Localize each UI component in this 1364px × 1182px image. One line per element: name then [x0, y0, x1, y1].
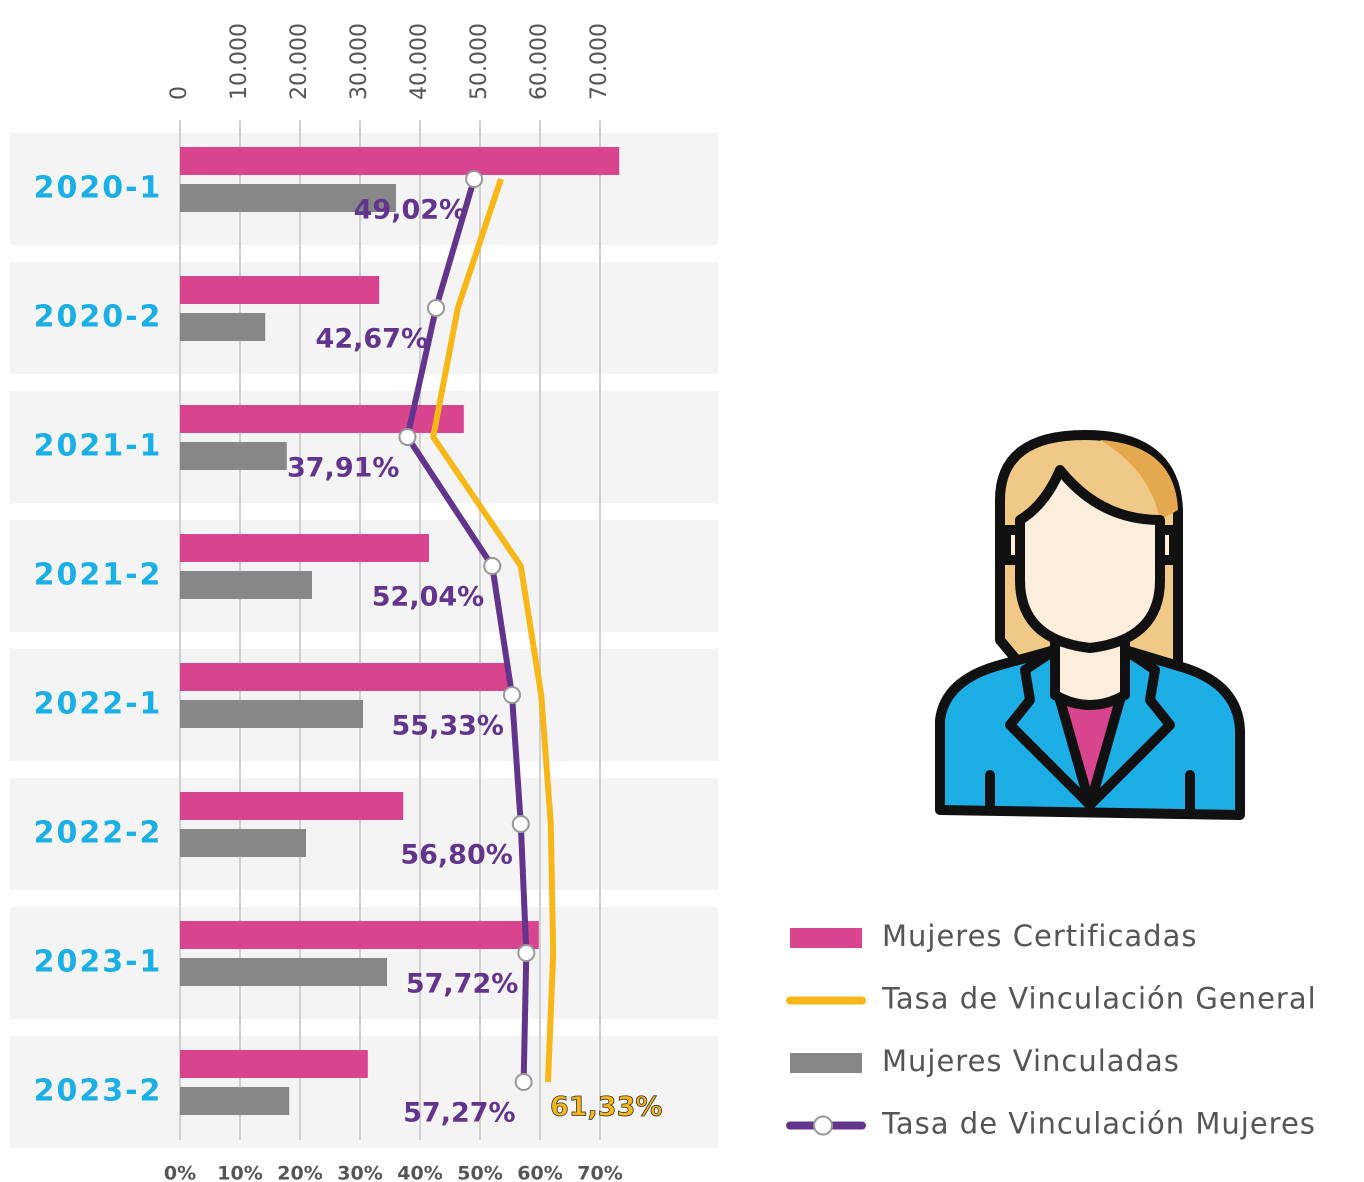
legend-label: Mujeres Vinculadas: [882, 1044, 1180, 1078]
point: [427, 299, 446, 317]
value-label: 61,33%: [550, 1092, 662, 1123]
category-label: 2020-1: [34, 171, 163, 206]
bar: [180, 534, 429, 562]
bar: [180, 571, 312, 599]
x2-tick-label: 30%: [337, 1163, 382, 1182]
point: [465, 170, 484, 188]
category-label: 2023-2: [34, 1074, 163, 1109]
category-label: 2020-2: [34, 300, 163, 335]
category-label: 2023-1: [34, 945, 163, 980]
hair-shade: [1100, 440, 1178, 520]
x-tick-label: 10.000: [227, 23, 252, 100]
category-label: 2022-1: [34, 687, 163, 722]
value-label: 56,80%: [400, 840, 512, 871]
legend-swatch: [790, 928, 862, 948]
ear: [1155, 525, 1179, 565]
point: [517, 944, 536, 962]
bar: [180, 147, 620, 175]
point: [511, 815, 530, 833]
legend: Mujeres Certificadas Tasa de Vinculación …: [786, 919, 1317, 1141]
bar: [180, 442, 287, 470]
x-tick-label: 20.000: [287, 23, 312, 100]
collar: [1005, 645, 1175, 810]
x-tick-label: 60.000: [527, 23, 552, 100]
value-label: 49,02%: [354, 195, 466, 226]
woman-icon: [935, 430, 1245, 820]
legend-marker: [813, 1115, 833, 1136]
category-label: 2021-1: [34, 429, 163, 464]
bar: [180, 921, 539, 949]
arms: [985, 770, 1195, 815]
x-tick-label: 40.000: [407, 23, 432, 100]
bar: [180, 1087, 290, 1115]
bar: [180, 184, 396, 212]
point: [502, 686, 521, 704]
legend-label: Mujeres Certificadas: [882, 919, 1197, 953]
value-label: 42,67%: [316, 324, 428, 355]
x2-tick-label: 10%: [217, 1163, 262, 1182]
category-label: 2021-2: [34, 558, 163, 593]
bar: [180, 405, 464, 433]
bar: [180, 1050, 368, 1078]
bar: [180, 700, 363, 728]
x-tick-label: 50.000: [467, 23, 492, 100]
x2-tick-label: 0%: [164, 1163, 196, 1182]
point: [514, 1073, 533, 1091]
bar: [180, 792, 404, 820]
ear: [1001, 525, 1025, 565]
point: [398, 428, 417, 446]
marks: 61,33% 49,02% 42,67% 37,91% 52,04% 55,33% 56,8…: [180, 147, 663, 1129]
line: [430, 178, 557, 1083]
legend-label: Tasa de Vinculación Mujeres: [881, 1107, 1316, 1141]
bar: [180, 663, 510, 691]
x2-tick-label: 70%: [577, 1163, 622, 1182]
x2-tick-label: 50%: [457, 1163, 502, 1182]
bar: [180, 313, 266, 341]
line: [404, 178, 530, 1083]
value-label: 57,27%: [403, 1098, 515, 1129]
bar: [180, 958, 387, 986]
x2-tick-label: 20%: [277, 1163, 322, 1182]
x-tick-label: 30.000: [347, 23, 372, 100]
x2-tick-label: 60%: [517, 1163, 562, 1182]
legend-label: Tasa de Vinculación General: [881, 982, 1317, 1016]
value-label: 52,04%: [372, 582, 484, 613]
value-label: 37,91%: [287, 453, 399, 484]
value-label: 57,72%: [406, 969, 518, 1000]
x-tick-label: 70.000: [587, 23, 612, 100]
point: [483, 557, 502, 575]
category-label: 2022-2: [34, 816, 163, 851]
face: [1015, 465, 1165, 653]
x2-tick-label: 40%: [397, 1163, 442, 1182]
bar: [180, 829, 306, 857]
x-tick-label: 0: [167, 86, 192, 100]
value-label: 55,33%: [392, 711, 504, 742]
bar: [180, 276, 380, 304]
legend-swatch: [790, 1053, 862, 1073]
